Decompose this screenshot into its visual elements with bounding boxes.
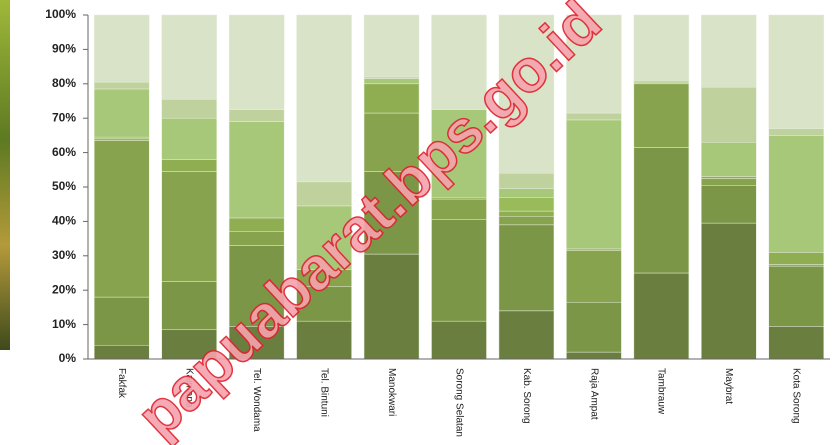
bar-segment <box>768 14 825 129</box>
x-tick-label: Tel. Bintuni <box>318 368 329 417</box>
bar-segment <box>498 215 555 226</box>
bar-segment <box>566 301 622 353</box>
bar-segment <box>363 83 420 114</box>
bar-segment <box>498 224 555 312</box>
bar-segment <box>161 281 217 331</box>
bar-segment <box>296 320 352 360</box>
bar-segment <box>363 76 420 79</box>
bar-segment <box>498 188 555 198</box>
bar-segment <box>93 14 150 83</box>
bar-segment <box>633 80 690 83</box>
photo-strip <box>0 0 10 350</box>
bar-segment <box>701 142 757 177</box>
bar-segment <box>296 286 352 322</box>
bar-segment <box>566 351 622 360</box>
bar-segment <box>566 112 622 121</box>
bar-segment <box>566 119 622 250</box>
bar-segment <box>93 88 150 138</box>
bar-segment <box>566 248 622 251</box>
bar-segment <box>161 14 217 100</box>
bar-segment <box>228 217 285 232</box>
bar-segment <box>498 210 555 217</box>
bar-segment <box>566 14 622 114</box>
y-tick-label: 60% <box>52 145 76 159</box>
bar-segment <box>93 138 150 141</box>
bar-segment <box>93 296 150 346</box>
bar-segment <box>363 253 420 360</box>
bar-segment <box>768 264 825 267</box>
x-tick-label: Tel. Wondama <box>251 368 262 432</box>
bar-segment <box>161 171 217 282</box>
bar-segment <box>363 78 420 85</box>
y-tick-label: 90% <box>52 42 76 56</box>
bar-segment <box>161 329 217 360</box>
y-tick-label: 0% <box>59 351 77 365</box>
bar-segment <box>768 326 825 360</box>
bar-segment <box>633 147 690 274</box>
bar-segment <box>701 14 757 88</box>
bar-segment <box>296 205 352 270</box>
x-tick-label: Fakfak <box>116 368 127 399</box>
bar-segment <box>768 265 825 327</box>
bar-segment <box>566 250 622 303</box>
y-tick-label: 40% <box>52 214 76 228</box>
bar-segment <box>431 14 487 110</box>
bar-segment <box>228 231 285 246</box>
y-tick-label: 70% <box>52 110 76 124</box>
bar-segment <box>431 320 487 360</box>
bar-segment <box>431 109 487 198</box>
bar-segment <box>228 326 285 360</box>
bar-segment <box>701 178 757 186</box>
bar-segment <box>768 135 825 253</box>
bar-segment <box>228 245 285 327</box>
bar-segment <box>431 219 487 322</box>
x-tick-label: Manokwari <box>386 368 397 416</box>
bar-segment <box>296 181 352 207</box>
y-tick-label: 20% <box>52 282 76 296</box>
x-tick-label: Kab. Sorong <box>521 368 532 424</box>
y-tick-label: 100% <box>45 7 76 21</box>
bar-segment <box>701 176 757 179</box>
bar-segment <box>498 310 555 360</box>
bar-segment <box>228 109 285 122</box>
bar-segment <box>498 172 555 189</box>
bar-segment <box>701 86 757 143</box>
bar-segment <box>633 83 690 148</box>
bar-segment <box>498 197 555 212</box>
bar-segment <box>93 136 150 140</box>
bar-segment <box>161 117 217 160</box>
y-tick-label: 80% <box>52 76 76 90</box>
y-tick-label: 50% <box>52 179 76 193</box>
bar-segment <box>633 81 690 85</box>
y-tick-label: 30% <box>52 248 76 262</box>
bar-segment <box>363 171 420 255</box>
x-tick-label: Tambrauw <box>656 368 667 415</box>
bar-segment <box>161 159 217 172</box>
bar-segment <box>93 81 150 90</box>
bar-segment <box>701 222 757 360</box>
x-tick-label: Maybrat <box>723 368 734 404</box>
bar-segment <box>701 185 757 224</box>
x-tick-label: Raja Ampat <box>588 368 599 420</box>
bar-segment <box>498 14 555 174</box>
x-tick-label: Sorong Selatan <box>453 368 464 437</box>
plot: 0% 10% 20% 30% 40% 50% 60% 70% 80% 90% 100% Fakfak K… <box>45 7 830 437</box>
bar-segment <box>431 198 487 220</box>
bar-segment <box>93 140 150 298</box>
y-tick-label: 10% <box>52 317 76 331</box>
x-tick-label: Kota Sorong <box>791 368 802 424</box>
bar-segment <box>768 252 825 265</box>
bar-segment <box>633 272 690 360</box>
bar-segment <box>228 121 285 219</box>
bar-segment <box>296 14 352 183</box>
bar-segment <box>161 99 217 119</box>
bar-segment <box>633 14 690 81</box>
bar-segment <box>228 14 285 110</box>
bar-segment <box>768 128 825 136</box>
x-tick-label: Kaimana <box>184 368 195 408</box>
bar-segment <box>363 14 420 78</box>
bar-segment <box>93 344 150 360</box>
